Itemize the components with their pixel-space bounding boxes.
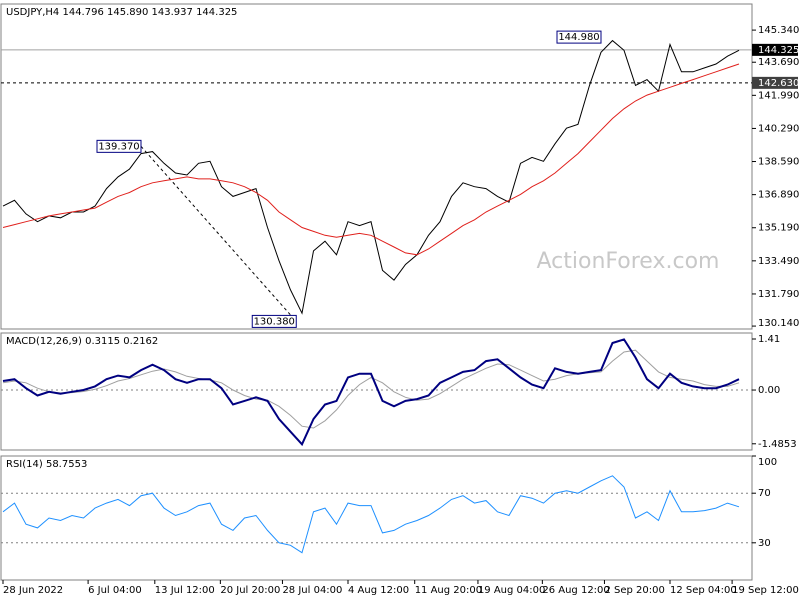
trend-line [140,146,297,322]
y-tick-label: 136.890 [758,190,799,201]
y-tick-label: 138.590 [758,157,799,168]
y-tick-label: 133.490 [758,256,799,267]
x-tick-label: 6 Jul 04:00 [88,585,142,596]
price-level-label: 142.630 [758,78,799,89]
y-tick-label: 100 [758,457,777,468]
y-tick-label: 140.290 [758,123,799,134]
x-tick-label: 26 Aug 12:00 [542,585,609,596]
series-line [2,39,740,315]
annotation-label: 130.380 [254,316,295,327]
y-tick-label: 131.790 [758,289,799,300]
x-tick-label: 28 Jun 2022 [3,585,63,596]
series-line [2,338,740,447]
x-tick-label: 2 Sep 20:00 [604,585,664,596]
y-tick-label: 145.340 [758,25,799,36]
y-tick-label: 0.00 [758,385,780,396]
y-tick-label: 130.140 [758,318,799,329]
x-tick-label: 28 Jul 04:00 [282,585,342,596]
annotation-box [96,139,142,153]
price-level-box [752,76,798,89]
y-tick-label: 30 [758,538,771,549]
panel-title: USDJPY,H4 144.796 145.890 143.937 144.32… [6,7,237,18]
y-tick-label: -1.4853 [758,439,797,450]
price-level-label: 144.325 [758,45,799,56]
series-line [2,63,740,256]
panel-title: RSI(14) 58.7553 [6,459,87,470]
y-tick-label: 1.41 [758,334,780,345]
price-level-box [752,43,798,56]
y-tick-label: 143.690 [758,57,799,68]
watermark: ActionForex.com [537,249,720,274]
x-tick-label: 20 Jul 20:00 [220,585,280,596]
annotation-label: 144.980 [558,32,599,43]
y-tick-label: 141.990 [758,90,799,101]
x-tick-label: 12 Sep 04:00 [670,585,737,596]
x-tick-label: 13 Jul 12:00 [155,585,215,596]
annotation-box [556,30,602,44]
x-tick-label: 19 Aug 04:00 [478,585,545,596]
series-line [2,349,740,429]
x-tick-label: 19 Sep 12:00 [732,585,799,596]
annotation-box [251,314,297,328]
series-line [2,475,740,554]
panel-border [0,3,753,330]
annotation-label: 139.370 [98,141,139,152]
y-tick-label: 135.190 [758,223,799,234]
x-tick-label: 4 Aug 12:00 [348,585,409,596]
panel-title: MACD(12,26,9) 0.3115 0.2162 [6,336,158,347]
panel-border [0,332,753,451]
y-tick-label: 70 [758,488,771,499]
x-tick-label: 11 Aug 20:00 [415,585,482,596]
